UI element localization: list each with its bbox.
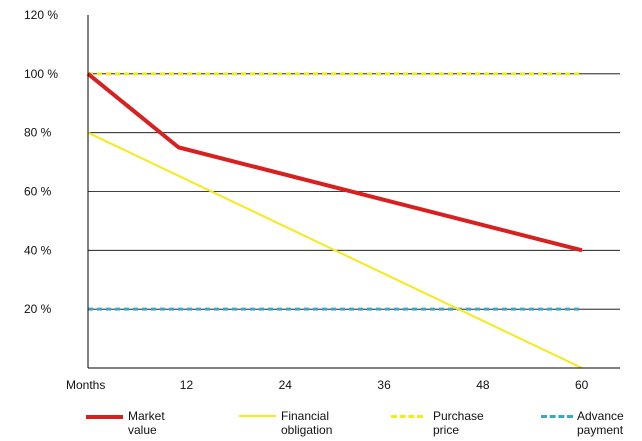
y-tick-label: 80 % — [24, 126, 52, 140]
series-lines — [86, 72, 583, 369]
x-tick-label: 60 — [575, 378, 589, 392]
legend-swatch-financial — [239, 415, 276, 417]
legend-label-line: Market — [128, 409, 165, 423]
legend-label-line: Financial — [281, 409, 330, 423]
x-tick-label: 48 — [476, 378, 490, 392]
series-line-market — [86, 72, 583, 253]
y-tick-label: 20 % — [24, 302, 52, 316]
y-tick-label: 40 % — [24, 243, 52, 257]
legend-label-line: Advance — [577, 409, 624, 423]
y-tick-label: 100 % — [24, 67, 58, 81]
legend-swatch-advance — [541, 415, 573, 418]
legend-label-financial: Financial obligation — [281, 409, 361, 437]
legend-swatch-purchase — [391, 415, 423, 418]
legend-label-advance: Advance payment — [577, 409, 642, 437]
legend-label-purchase: Purchase price — [433, 409, 513, 437]
legend-label-market: Market value — [128, 409, 208, 437]
series-line-financial — [87, 131, 583, 369]
legend-label-line: value — [128, 423, 157, 437]
legend-label-line: Purchase — [433, 409, 484, 423]
legend: Market value Financial obligation Purchase pr… — [0, 409, 642, 441]
x-axis-label: Months — [66, 378, 105, 392]
y-tick-label: 60 % — [24, 185, 52, 199]
legend-swatch-market — [86, 415, 123, 419]
chart-plot: 20 % 40 % 60 % 80 % 100 % 120 % Months 12 24 36 48… — [24, 8, 620, 392]
y-tick-label: 120 % — [24, 8, 58, 22]
x-tick-label: 36 — [377, 378, 391, 392]
axes — [87, 15, 620, 369]
legend-label-line: obligation — [281, 423, 333, 437]
x-tick-label: 12 — [180, 378, 194, 392]
tick-labels: 20 % 40 % 60 % 80 % 100 % 120 % Months 12 24 36 48… — [24, 8, 589, 392]
legend-label-line: price — [433, 423, 460, 437]
x-tick-label: 24 — [279, 378, 293, 392]
legend-label-line: payment — [577, 423, 624, 437]
